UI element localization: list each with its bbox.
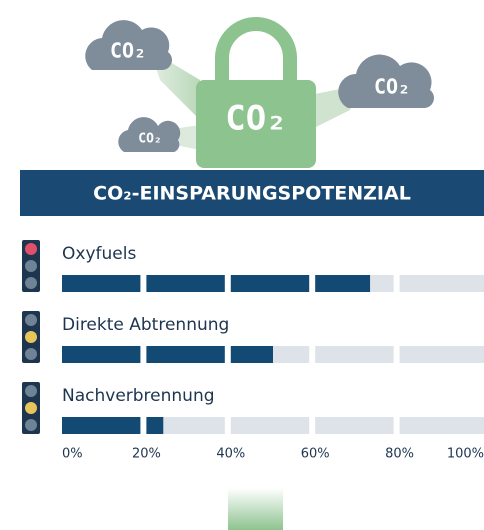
cloud-label: CO₂ xyxy=(110,39,146,63)
x-tick-label: 20% xyxy=(132,447,161,462)
bar xyxy=(62,275,371,292)
category-label: Nachverbrennung xyxy=(62,386,215,406)
track xyxy=(315,417,394,434)
x-tick-label: 40% xyxy=(216,447,245,462)
illustration: CO₂ CO₂ CO₂ CO₂ xyxy=(85,17,435,168)
light xyxy=(25,385,37,397)
light xyxy=(25,314,37,326)
bar xyxy=(62,346,273,363)
track xyxy=(399,417,484,434)
x-tick-label: 100% xyxy=(447,447,484,462)
x-tick-label: 60% xyxy=(301,447,330,462)
header-band xyxy=(20,170,484,216)
light xyxy=(25,243,37,255)
x-tick-label: 80% xyxy=(385,447,414,462)
light xyxy=(25,277,37,289)
track xyxy=(315,346,394,363)
chart-title: CO₂-EINSPARUNGSPOTENZIAL xyxy=(93,183,411,205)
cloud-label: CO₂ xyxy=(138,132,161,147)
cloud-label: CO₂ xyxy=(374,75,410,99)
light xyxy=(25,419,37,431)
bar xyxy=(62,417,164,434)
light xyxy=(25,348,37,360)
stem xyxy=(228,488,283,530)
light xyxy=(25,260,37,272)
track xyxy=(399,346,484,363)
light xyxy=(25,402,37,414)
category-label: Direkte Abtrennung xyxy=(62,315,229,335)
category-label: Oxyfuels xyxy=(62,244,136,264)
track xyxy=(146,417,225,434)
light xyxy=(25,331,37,343)
track xyxy=(399,275,484,292)
x-tick-label: 0% xyxy=(62,447,83,462)
track xyxy=(230,417,310,434)
lock-label: CO₂ xyxy=(225,99,286,139)
